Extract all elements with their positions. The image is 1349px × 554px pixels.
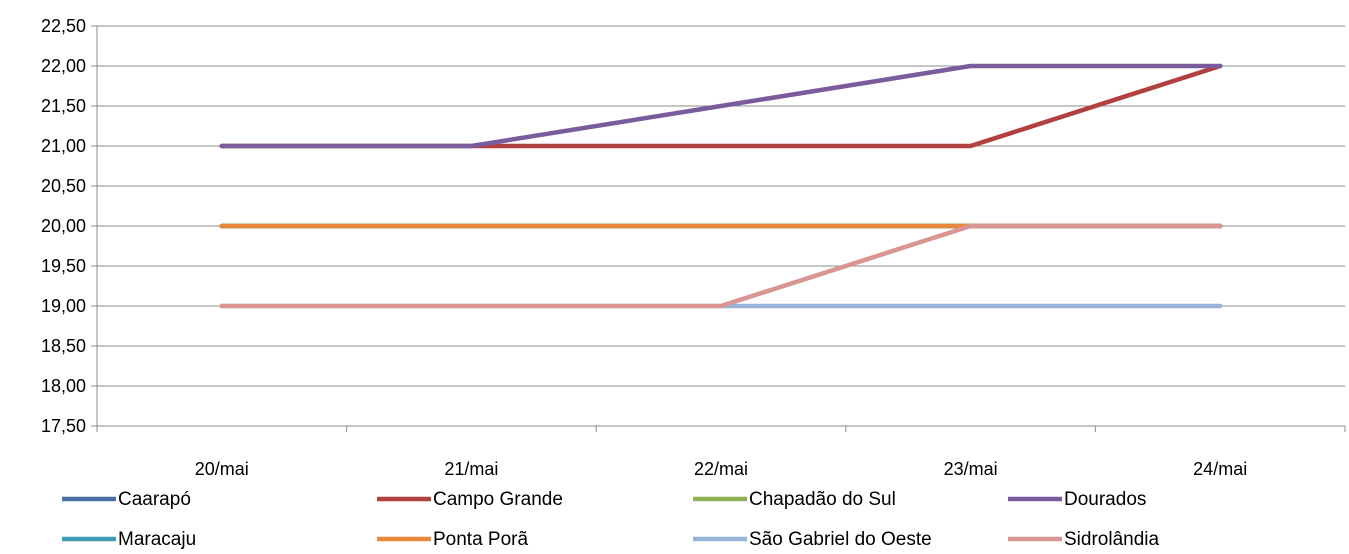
y-axis-ticks: 17,50 18,00 18,50 19,00 19,50 20,00 20,50 21,00… bbox=[41, 16, 97, 436]
legend: Caarapó Campo Grande Chapadão do Sul Dourad… bbox=[62, 489, 1159, 550]
y-tick-label: 21,00 bbox=[41, 136, 86, 156]
legend-label: Chapadão do Sul bbox=[749, 489, 896, 510]
series-lines bbox=[219, 63, 1223, 309]
legend-label: São Gabriel do Oeste bbox=[749, 529, 932, 550]
x-tick-label: 24/mai bbox=[1193, 459, 1247, 479]
x-tick-label: 22/mai bbox=[694, 459, 748, 479]
series-line bbox=[219, 63, 1223, 149]
x-axis-ticks: 20/mai 21/mai 22/mai 23/mai 24/mai bbox=[96, 426, 1346, 479]
x-tick-label: 20/mai bbox=[195, 459, 249, 479]
legend-label: Caarapó bbox=[118, 489, 191, 510]
y-tick-label: 17,50 bbox=[41, 416, 86, 436]
series-line bbox=[219, 223, 1223, 309]
y-tick-label: 22,00 bbox=[41, 56, 86, 76]
gridlines bbox=[97, 25, 1345, 387]
x-tick-label: 21/mai bbox=[444, 459, 498, 479]
x-tick-label: 23/mai bbox=[944, 459, 998, 479]
y-tick-label: 21,50 bbox=[41, 96, 86, 116]
legend-label: Dourados bbox=[1064, 489, 1146, 510]
legend-label: Sidrolândia bbox=[1064, 529, 1159, 550]
y-tick-label: 20,50 bbox=[41, 176, 86, 196]
y-tick-label: 22,50 bbox=[41, 16, 86, 36]
y-tick-label: 19,50 bbox=[41, 256, 86, 276]
y-tick-label: 18,50 bbox=[41, 336, 86, 356]
legend-label: Ponta Porã bbox=[433, 529, 528, 550]
legend-label: Maracaju bbox=[118, 529, 196, 550]
legend-label: Campo Grande bbox=[433, 489, 563, 510]
y-tick-label: 20,00 bbox=[41, 216, 86, 236]
y-tick-label: 19,00 bbox=[41, 296, 86, 316]
y-tick-label: 18,00 bbox=[41, 376, 86, 396]
